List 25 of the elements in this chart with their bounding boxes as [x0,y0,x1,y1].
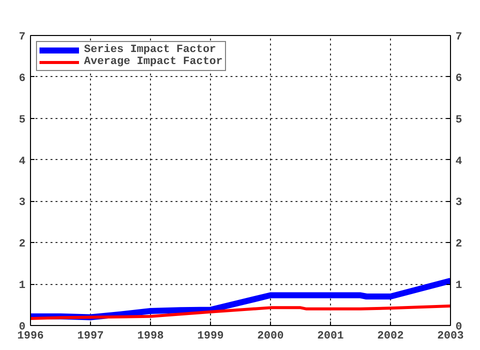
x-tick-label: 2000 [257,330,284,342]
y-tick-label: 3 [18,197,26,210]
x-tick-label: 1999 [197,330,224,342]
x-tick-label: 1996 [17,330,44,342]
y2-tick-label: 4 [456,156,462,168]
legend-label: Average Impact Factor [84,56,223,68]
y-tick-label: 7 [18,32,26,44]
legend-label: Series Impact Factor [84,44,216,56]
y2-tick-label: 5 [456,114,462,126]
x-tick-label: 2002 [377,330,404,342]
x-tick-label: 1997 [77,330,104,342]
y-tick-label: 5 [18,114,26,126]
y-tick-label: 2 [18,238,26,251]
x-tick-label: 2001 [317,330,344,342]
y-tick-label: 1 [18,280,26,292]
x-tick-label: 2003 [437,330,464,342]
y-tick-label: 4 [18,156,26,168]
y2-tick-label: 3 [456,197,462,210]
y-tick-label: 6 [18,72,26,85]
y2-tick-label: 1 [456,280,462,292]
y2-tick-label: 2 [456,238,462,251]
line-series [30,304,450,320]
x-tick-label: 1998 [137,330,164,342]
y2-tick-label: 7 [456,32,462,44]
y2-tick-label: 6 [456,72,462,85]
